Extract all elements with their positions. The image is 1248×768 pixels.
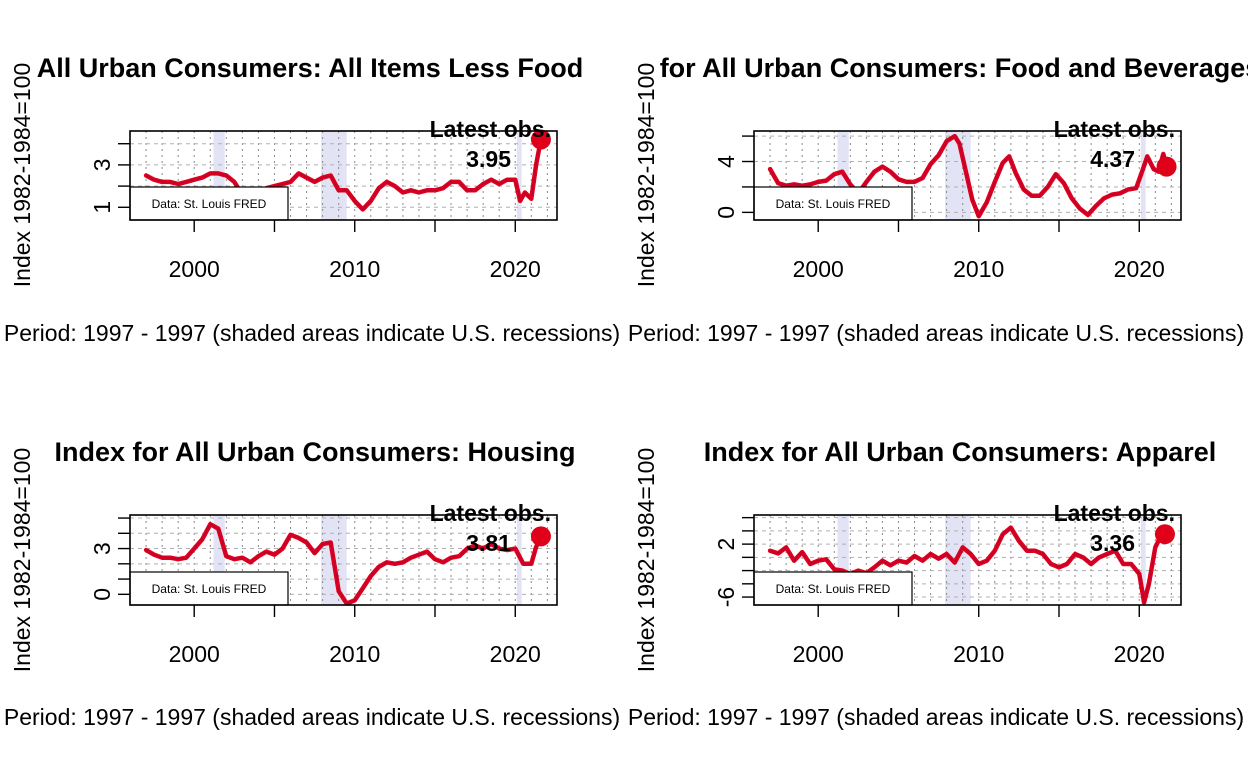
panel-3-y-axis-label: Index 1982-1984=100 [9,448,35,672]
panel-3-title: Index for All Urban Consumers: Housing [54,437,575,467]
panel-3-latest-value: 3.81 [466,530,511,556]
panel-1-x-tick-label: 2000 [169,256,220,282]
panel-1-y-tick-label: 3 [89,159,115,172]
panel-2-legend: Data: St. Louis FRED [753,186,913,221]
panel-1-latest-point [530,129,551,150]
panel-4-plot-area: Data: St. Louis FRED Latest obs. 3.36 -6 2 20… [713,500,1182,667]
panel-3-y-tick-label: 3 [89,542,115,555]
panel-4-series-line-inner [769,526,1166,604]
panel-4: Index for All Urban Consumers: Apparel I… [628,437,1244,730]
panel-4-latest-point [1154,524,1175,545]
panel-3-plot-frame [129,514,558,606]
panel-4-latest-value: 3.36 [1090,530,1135,556]
panel-4-x-tick-label: 2020 [1114,641,1165,667]
panel-2-x-axis-label: Period: 1997 - 1997 (shaded areas indica… [628,320,1244,346]
panel-4-latest-label: Latest obs. [1054,500,1175,526]
panel-2-title: for All Urban Consumers: Food and Bevera… [660,53,1248,83]
panel-2-x-tick-label: 2020 [1114,256,1165,282]
panel-2-recession-band-3 [1140,131,1146,220]
panel-2-latest-label: Latest obs. [1054,116,1175,142]
panel-1-y-axis-label: Index 1982-1984=100 [9,63,35,287]
panel-4-legend: Data: St. Louis FRED [753,571,913,606]
panel-1-latest-value: 3.95 [466,146,511,172]
panel-1-title: All Urban Consumers: All Items Less Food [37,53,584,83]
panel-2-y-tick-label: 4 [713,155,739,168]
panel-4-plot-frame [753,514,1182,606]
panel-1-y-tick-label: 1 [89,201,115,214]
panel-4-y-tick-label: 2 [713,538,739,551]
panel-3-legend-text: Data: St. Louis FRED [152,582,267,596]
panel-2-legend-box [753,186,913,221]
panel-1-series-line-inner [145,139,542,211]
panel-2-plot-frame [753,130,1182,221]
panel-2-y-axis-label: Index 1982-1984=100 [633,63,659,287]
panel-3: Index for All Urban Consumers: Housing I… [4,437,620,730]
panel-2-latest-point [1156,156,1177,177]
panel-2-latest-value: 4.37 [1090,146,1135,172]
panel-1-latest-label: Latest obs. [430,116,551,142]
panel-3-latest-point [530,526,551,547]
panel-4-y-tick-label: -6 [713,587,739,607]
panel-3-x-tick-label: 2000 [169,641,220,667]
panel-4-x-tick-label: 2000 [793,641,844,667]
panel-2-y-tick-label: 0 [713,206,739,219]
panel-3-x-tick-label: 2010 [329,641,380,667]
panel-4-x-axis-label: Period: 1997 - 1997 (shaded areas indica… [628,704,1244,730]
panel-4-title: Index for All Urban Consumers: Apparel [704,437,1217,467]
panel-2-series-line-inner [769,135,1168,217]
panel-3-series-line-inner [145,523,542,605]
panel-1-x-axis-label: Period: 1997 - 1997 (shaded areas indica… [4,320,620,346]
panel-1-x-tick-label: 2020 [490,256,541,282]
panel-1-legend-text: Data: St. Louis FRED [152,197,267,211]
panel-3-x-axis-label: Period: 1997 - 1997 (shaded areas indica… [4,704,620,730]
panel-1: All Urban Consumers: All Items Less Food… [4,53,620,346]
panel-2-x-tick-label: 2000 [793,256,844,282]
panel-4-legend-text: Data: St. Louis FRED [776,582,891,596]
panel-4-recession-band-3 [1140,515,1146,605]
panel-1-plot-frame [129,130,558,221]
panel-4-x-tick-label: 2010 [953,641,1004,667]
panel-4-recession-band-1 [837,515,849,605]
panel-3-x-tick-label: 2020 [490,641,541,667]
panel-3-legend: Data: St. Louis FRED [129,571,289,606]
panel-1-plot-area: Data: St. Louis FRED Latest obs. 3.95 1 3 200… [89,116,558,282]
panel-3-plot-area: Data: St. Louis FRED Latest obs. 3.81 0 3 200… [89,500,558,667]
panel-2-legend-text: Data: St. Louis FRED [776,197,891,211]
panel-1-recession-band-3 [516,131,522,220]
panel-1-legend: Data: St. Louis FRED [129,186,289,221]
panel-1-x-tick-label: 2010 [329,256,380,282]
panel-3-latest-label: Latest obs. [430,500,551,526]
panel-3-y-tick-label: 0 [89,588,115,601]
panel-3-recession-band-1 [213,515,225,605]
panel-2-plot-area: Data: St. Louis FRED Latest obs. 4.37 0 4 200… [713,116,1182,282]
panel-2: for All Urban Consumers: Food and Bevera… [628,53,1248,346]
panel-2-x-tick-label: 2010 [953,256,1004,282]
panel-4-y-axis-label: Index 1982-1984=100 [633,448,659,672]
